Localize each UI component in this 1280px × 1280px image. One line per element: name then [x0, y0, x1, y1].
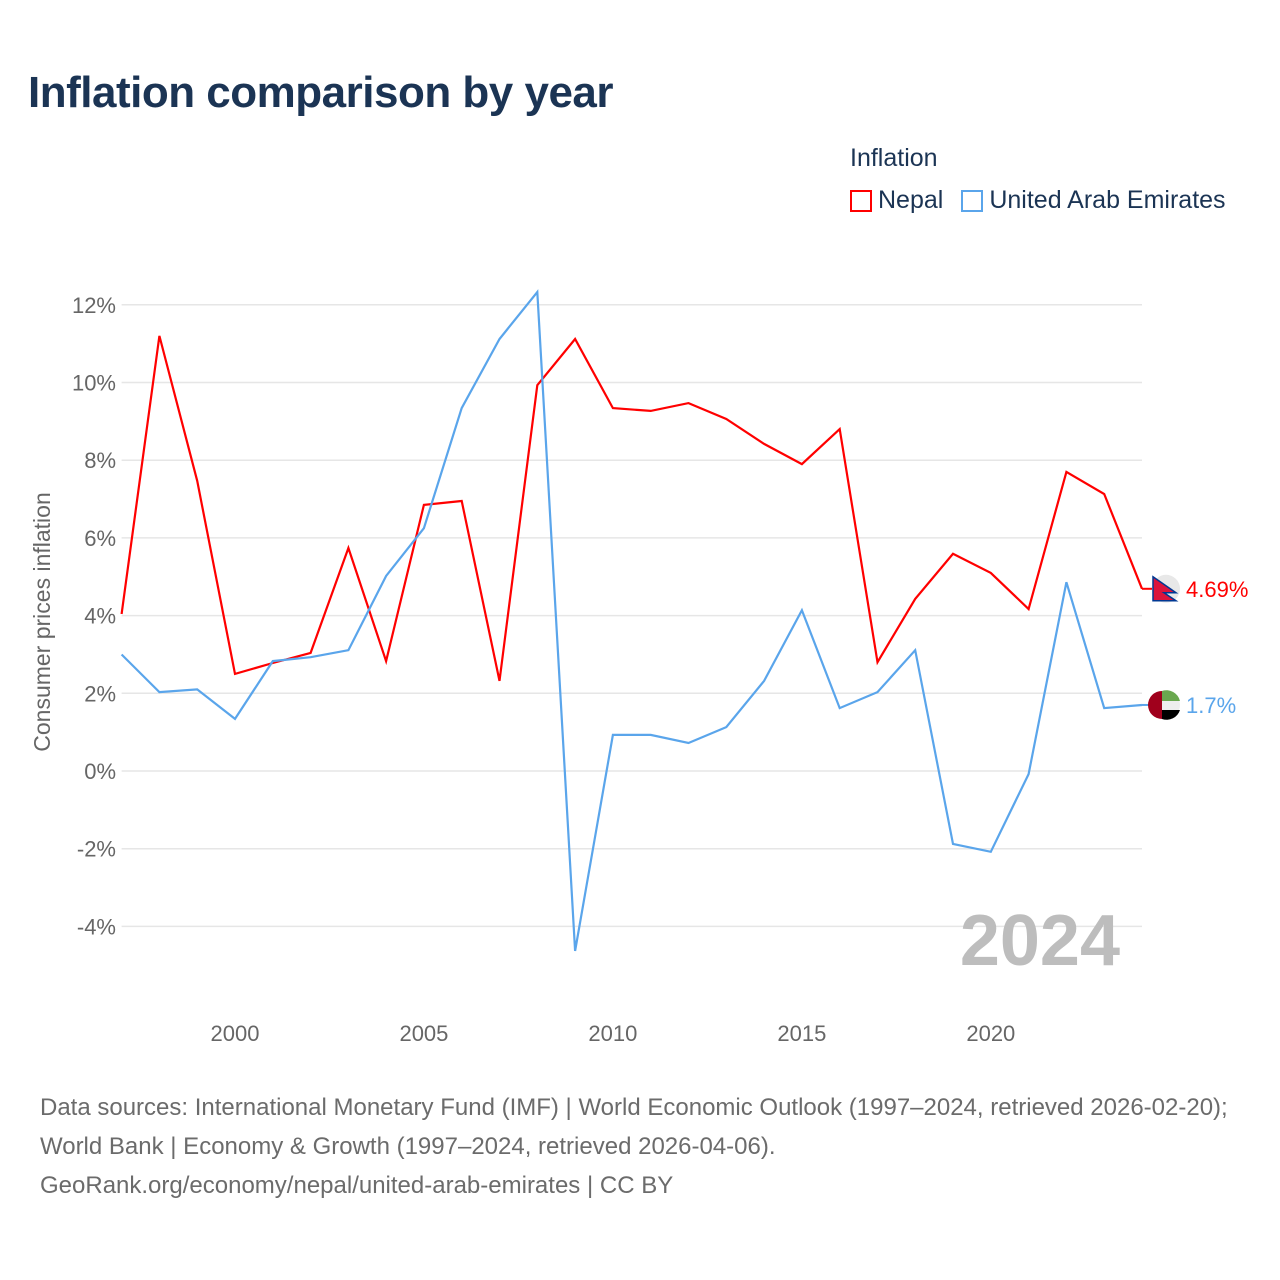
legend-title: Inflation: [850, 144, 938, 172]
legend-swatch-nepal: [850, 189, 872, 212]
x-tick-label: 2000: [211, 1021, 260, 1046]
legend-swatch-uae: [961, 189, 984, 212]
y-tick-label: 10%: [72, 371, 116, 396]
nepal-flag-shape: [1152, 575, 1179, 602]
legend-item-nepal[interactable]: Nepal: [850, 186, 943, 215]
legend-label: Nepal: [878, 186, 944, 214]
y-tick-label: -2%: [77, 837, 116, 862]
data-sources: Data sources: International Monetary Fun…: [40, 1088, 1250, 1205]
y-tick-label: 12%: [72, 293, 116, 318]
y-tick-label: 0%: [84, 759, 116, 784]
x-tick-label: 2010: [588, 1021, 637, 1046]
y-tick-label: 4%: [84, 604, 116, 629]
end-value-label: 4.69%: [1186, 577, 1248, 602]
uae-flag-green: [1162, 690, 1180, 701]
page-title: Inflation comparison by year: [28, 68, 614, 117]
y-tick-label: 8%: [84, 448, 116, 473]
series-line-nepal: [120, 335, 1144, 682]
sources-text: Data sources: International Monetary Fun…: [40, 1094, 1228, 1160]
legend-item-uae[interactable]: United Arab Emirates: [961, 186, 1226, 215]
series-line-uae: [120, 289, 1143, 952]
end-value-label: 1.7%: [1186, 693, 1236, 718]
legend: Nepal United Arab Emirates: [850, 186, 1226, 215]
y-axis-label: Consumer prices inflation: [29, 492, 55, 752]
legend-label: United Arab Emirates: [989, 186, 1226, 214]
x-tick-label: 2005: [399, 1021, 448, 1046]
x-tick-label: 2015: [777, 1021, 826, 1046]
sources-link[interactable]: GeoRank.org/economy/nepal/united-arab-em…: [40, 1172, 674, 1199]
y-tick-label: 2%: [84, 681, 116, 706]
y-tick-label: -4%: [77, 914, 116, 939]
uae-flag-black: [1162, 709, 1180, 720]
uae-flag-red: [1148, 690, 1162, 719]
y-tick-label: 6%: [84, 526, 116, 551]
x-tick-label: 2020: [966, 1021, 1015, 1046]
year-watermark: 2024: [960, 901, 1120, 981]
